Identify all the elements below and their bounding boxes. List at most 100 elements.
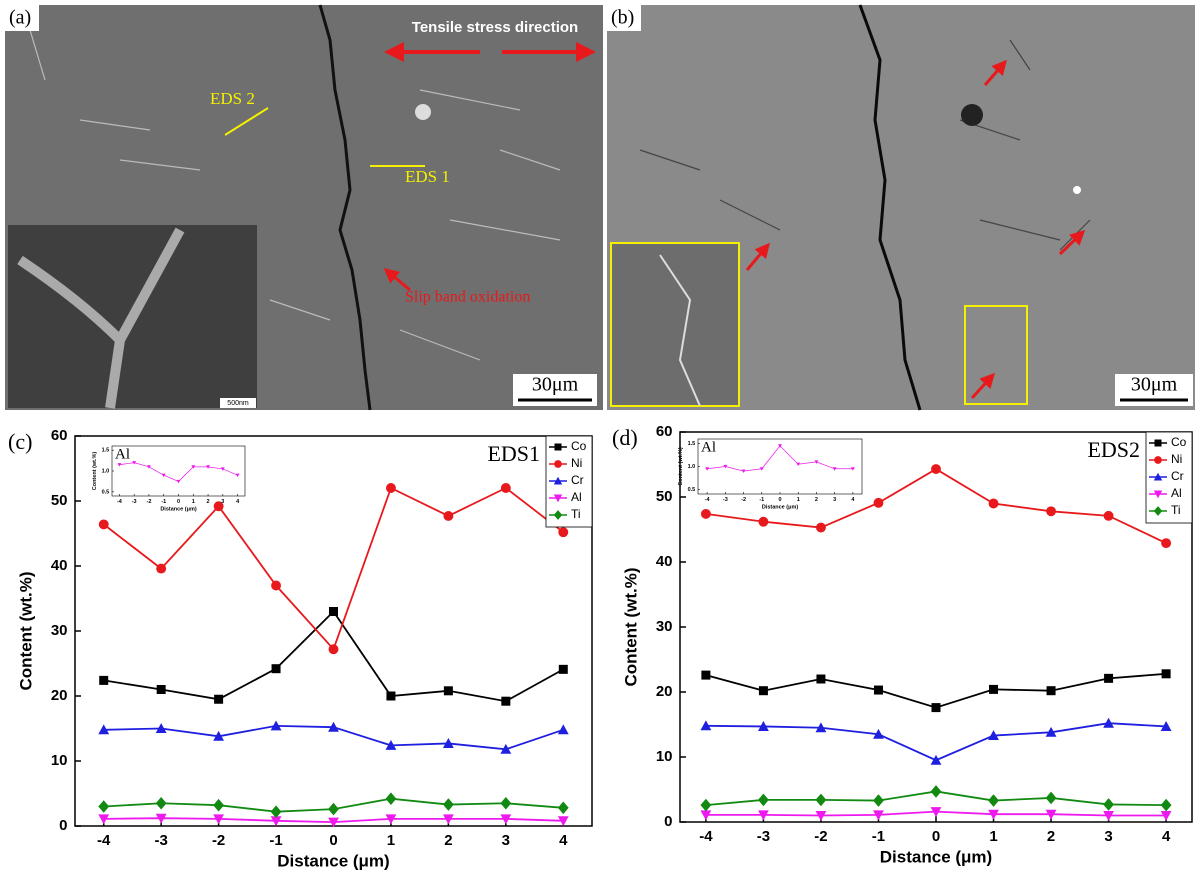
series-line (706, 723, 1166, 760)
y-tick-label: 0.5 (102, 489, 110, 495)
x-axis-label: Distance (μm) (880, 847, 992, 866)
marker (558, 802, 569, 815)
y-tick-label: 0.5 (688, 487, 696, 493)
marker (555, 444, 562, 451)
series-line (119, 463, 237, 482)
marker (989, 499, 999, 509)
marker (558, 527, 568, 537)
inset-title: Al (115, 446, 130, 462)
x-tick-label: 1 (797, 497, 800, 503)
y-tick-label: 10 (656, 748, 673, 765)
marker (500, 797, 511, 810)
legend-label: Co (571, 439, 587, 453)
x-tick-label: -2 (146, 499, 151, 505)
marker (1161, 538, 1171, 548)
marker (213, 799, 224, 812)
marker (554, 460, 562, 468)
marker (1154, 456, 1162, 464)
figure: 500nm (a) Tensile stress direction EDS 2… (0, 0, 1200, 893)
marker (1104, 674, 1113, 683)
y-axis-label: Content (wt.%) (16, 572, 35, 691)
marker (931, 464, 941, 474)
y-tick-label: 10 (51, 752, 68, 769)
marker (177, 480, 181, 484)
marker (1046, 506, 1056, 516)
marker (501, 697, 510, 706)
legend-label: Co (1171, 435, 1187, 449)
marker (386, 792, 397, 805)
marker (328, 803, 339, 816)
marker (758, 517, 768, 527)
marker (874, 686, 883, 695)
x-tick-label: 0 (932, 828, 940, 845)
marker (501, 483, 511, 493)
x-tick-label: 3 (221, 499, 224, 505)
marker (816, 675, 825, 684)
marker (701, 671, 710, 680)
scale-label: 30μm (532, 374, 579, 396)
x-tick-label: 4 (851, 497, 855, 503)
panel-label: (a) (9, 7, 31, 29)
marker (272, 664, 281, 673)
x-tick-label: 0 (778, 497, 781, 503)
legend-label: Ti (1171, 503, 1181, 517)
annotation: EDS 2 (210, 89, 255, 108)
panel-label: (d) (612, 425, 638, 450)
x-tick-label: 3 (1104, 828, 1112, 845)
x-tick-label: 2 (207, 499, 210, 505)
plot-frame (112, 446, 245, 496)
series-line (707, 446, 853, 471)
marker (443, 798, 454, 811)
marker (874, 498, 884, 508)
y-tick-label: 40 (51, 557, 68, 574)
legend-label: Cr (1171, 469, 1184, 483)
legend-label: Al (1171, 486, 1182, 500)
marker (701, 509, 711, 519)
marker (989, 685, 998, 694)
marker (386, 483, 396, 493)
marker (99, 676, 108, 685)
marker (1047, 686, 1056, 695)
x-tick-label: 2 (815, 497, 818, 503)
annotation: Tensile stress direction (412, 19, 578, 36)
marker (99, 519, 109, 529)
marker (1155, 440, 1162, 447)
marker (271, 581, 281, 591)
y-tick-label: 0 (664, 813, 672, 830)
inset-title: Al (701, 439, 716, 455)
marker (271, 805, 282, 818)
marker (931, 755, 942, 765)
marker (329, 607, 338, 616)
marker (329, 644, 339, 654)
sem-image-b: (b) 30μm (607, 5, 1195, 410)
y-tick-label: 1.5 (102, 448, 110, 454)
marker (931, 785, 942, 798)
marker (1103, 798, 1114, 811)
y-tick-label: 30 (51, 622, 68, 639)
marker (98, 800, 109, 813)
x-axis-label: Distance (μm) (762, 505, 799, 511)
y-tick-label: 1.5 (688, 441, 696, 447)
marker (156, 564, 166, 574)
marker (1161, 799, 1172, 812)
y-tick-label: 50 (656, 488, 673, 505)
y-tick-label: 1.0 (688, 464, 696, 470)
y-tick-label: 40 (656, 553, 673, 570)
marker (816, 523, 826, 533)
marker (147, 465, 151, 469)
annotation: EDS2 (1087, 437, 1140, 462)
x-tick-label: 2 (1047, 828, 1055, 845)
x-tick-label: -4 (97, 832, 111, 849)
marker (988, 794, 999, 807)
x-tick-label: -1 (759, 497, 764, 503)
legend-label: Ni (1171, 452, 1182, 466)
legend-label: Ni (571, 456, 582, 470)
marker (559, 665, 568, 674)
y-axis-label: Content (wt.%) (92, 452, 98, 491)
marker (700, 799, 711, 812)
marker (816, 794, 827, 807)
marker (157, 685, 166, 694)
annotation: EDS1 (487, 441, 540, 466)
sem-image-a: 500nm (a) Tensile stress direction EDS 2… (5, 5, 603, 410)
marker (443, 511, 453, 521)
